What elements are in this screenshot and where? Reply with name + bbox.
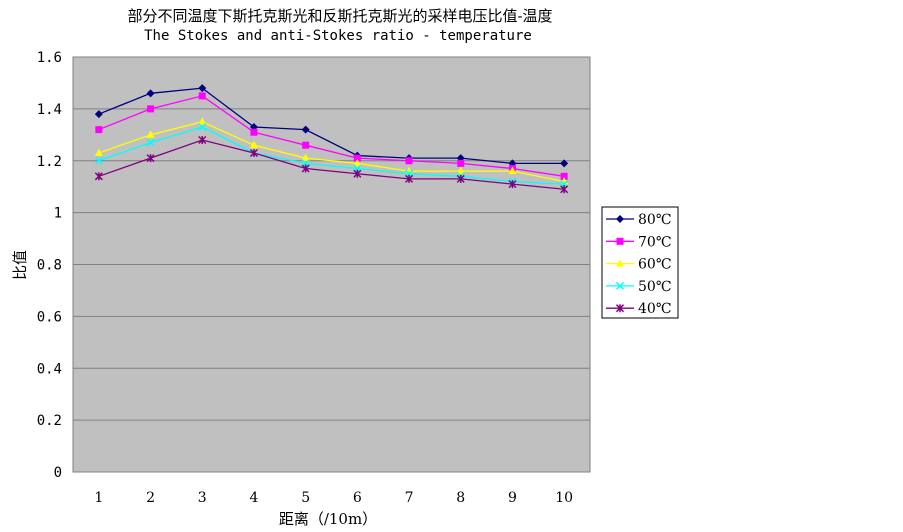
data-point — [147, 105, 155, 113]
data-point — [301, 153, 310, 162]
x-axis-label: 距离（/10m） — [279, 510, 377, 528]
data-point — [94, 148, 103, 156]
series-line — [98, 139, 565, 190]
legend-item: 80℃ — [606, 212, 671, 228]
data-point — [198, 92, 206, 100]
data-point — [146, 138, 155, 147]
legend-marker — [616, 237, 624, 245]
y-tick-label: 1.4 — [37, 102, 62, 118]
data-point — [249, 148, 258, 157]
data-point — [456, 166, 465, 175]
data-point — [353, 158, 362, 167]
x-tick-label: 1 — [94, 490, 103, 506]
series-line — [98, 126, 565, 185]
legend-marker — [616, 215, 624, 223]
data-point — [456, 174, 465, 183]
data-point — [94, 172, 103, 181]
data-point — [250, 128, 258, 136]
legend — [601, 206, 679, 319]
data-point — [146, 130, 155, 138]
y-tick-label: 1.6 — [37, 50, 62, 66]
data-point — [405, 157, 413, 165]
y-tick-label: 0.4 — [37, 361, 62, 377]
data-point — [302, 141, 310, 149]
y-tick-label: 0.8 — [37, 258, 62, 274]
x-tick-label: 3 — [198, 490, 207, 506]
series-4 — [94, 135, 569, 194]
data-point — [198, 123, 207, 132]
y-tick-label: 0 — [54, 465, 62, 481]
data-point — [405, 174, 414, 183]
legend-item: 40℃ — [606, 301, 671, 317]
legend-item: 60℃ — [606, 257, 671, 273]
data-point — [198, 135, 207, 145]
legend-label: 40℃ — [638, 301, 671, 317]
chart-title: 部分不同温度下斯托克斯光和反斯托克斯光的采样电压比值-温度 — [127, 7, 552, 25]
legend-label: 70℃ — [638, 234, 671, 250]
series-line — [98, 87, 565, 164]
data-point — [508, 180, 517, 189]
data-point — [353, 169, 362, 178]
data-point — [198, 117, 207, 125]
x-tick-label: 7 — [405, 490, 414, 506]
data-point — [301, 164, 310, 173]
series-line — [98, 121, 565, 183]
legend-label: 50℃ — [638, 279, 671, 295]
data-point — [457, 159, 465, 167]
y-tick-label: 0.6 — [37, 309, 62, 325]
x-tick-label: 2 — [146, 490, 155, 506]
data-point — [95, 126, 103, 134]
chart-subtitle: The Stokes and anti-Stokes ratio - tempe… — [144, 28, 532, 44]
data-point — [508, 166, 517, 175]
data-point — [249, 140, 258, 149]
series-2 — [94, 117, 569, 185]
data-point — [94, 156, 103, 165]
data-point — [560, 172, 568, 180]
legend-label: 80℃ — [638, 212, 671, 228]
legend-marker — [616, 259, 624, 267]
legend-label: 60℃ — [638, 257, 671, 273]
data-point — [146, 89, 155, 98]
data-point — [94, 110, 103, 119]
y-tick-label: 0.2 — [37, 413, 62, 429]
x-tick-label: 9 — [508, 490, 517, 506]
data-point — [560, 185, 569, 194]
legend-item: 50℃ — [606, 279, 671, 295]
x-tick-label: 4 — [249, 490, 258, 506]
data-point — [146, 154, 155, 163]
y-axis-label: 比值 — [11, 250, 29, 280]
series-line — [98, 95, 565, 177]
data-point — [560, 159, 569, 168]
x-tick-label: 5 — [301, 490, 310, 506]
x-tick-label: 6 — [353, 490, 362, 506]
data-point — [353, 154, 361, 162]
legend-marker — [615, 281, 625, 290]
legend-item: 70℃ — [606, 234, 671, 250]
legend-marker — [615, 304, 625, 313]
x-tick-label: 8 — [456, 490, 465, 506]
data-point — [198, 84, 207, 93]
y-tick-label: 1.2 — [37, 154, 62, 170]
y-tick-label: 1 — [54, 206, 62, 222]
data-point — [301, 125, 310, 134]
x-tick-label: 10 — [555, 490, 573, 506]
